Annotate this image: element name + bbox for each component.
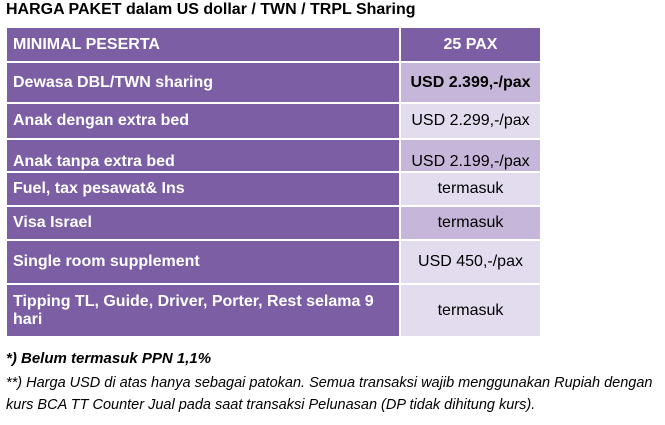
price-table: MINIMAL PESERTA 25 PAX Dewasa DBL/TWN sh…: [5, 26, 542, 338]
row: Anak tanpa extra bed USD 2.199,-/pax: [5, 138, 542, 173]
row: Single room supplement USD 450,-/pax: [5, 239, 542, 285]
value-cell: USD 2.299,-/pax: [399, 102, 542, 140]
note: *) Belum termasuk PPN 1,1%: [6, 350, 212, 367]
note: **) Harga USD di atas hanya sebagai pato…: [6, 375, 653, 413]
row: Fuel, tax pesawat& Ins termasuk: [5, 171, 542, 207]
value-cell: termasuk: [399, 171, 542, 207]
value-cell: USD 2.199,-/pax: [399, 138, 542, 173]
label-cell: Tipping TL, Guide, Driver, Porter, Rest …: [5, 283, 401, 338]
label-cell: Fuel, tax pesawat& Ins: [5, 171, 401, 207]
label-cell: Anak tanpa extra bed: [5, 138, 401, 173]
header-cell: 25 PAX: [399, 26, 542, 63]
value-cell: USD 2.399,-/pax: [399, 61, 542, 104]
row: Anak dengan extra bed USD 2.299,-/pax: [5, 102, 542, 140]
label-cell: Visa Israel: [5, 205, 401, 241]
header-row: MINIMAL PESERTA 25 PAX: [5, 26, 542, 63]
value-cell: termasuk: [399, 205, 542, 241]
value-cell: USD 450,-/pax: [399, 239, 542, 285]
row: Tipping TL, Guide, Driver, Porter, Rest …: [5, 283, 542, 338]
row: Dewasa DBL/TWN sharing USD 2.399,-/pax: [5, 61, 542, 104]
label-cell: Single room supplement: [5, 239, 401, 285]
header-cell: MINIMAL PESERTA: [5, 26, 401, 63]
label-cell: Anak dengan extra bed: [5, 102, 401, 140]
row: Visa Israel termasuk: [5, 205, 542, 241]
value-cell: termasuk: [399, 283, 542, 338]
label-cell: Dewasa DBL/TWN sharing: [5, 61, 401, 104]
title: HARGA PAKET dalam US dollar / TWN / TRPL…: [6, 1, 416, 18]
